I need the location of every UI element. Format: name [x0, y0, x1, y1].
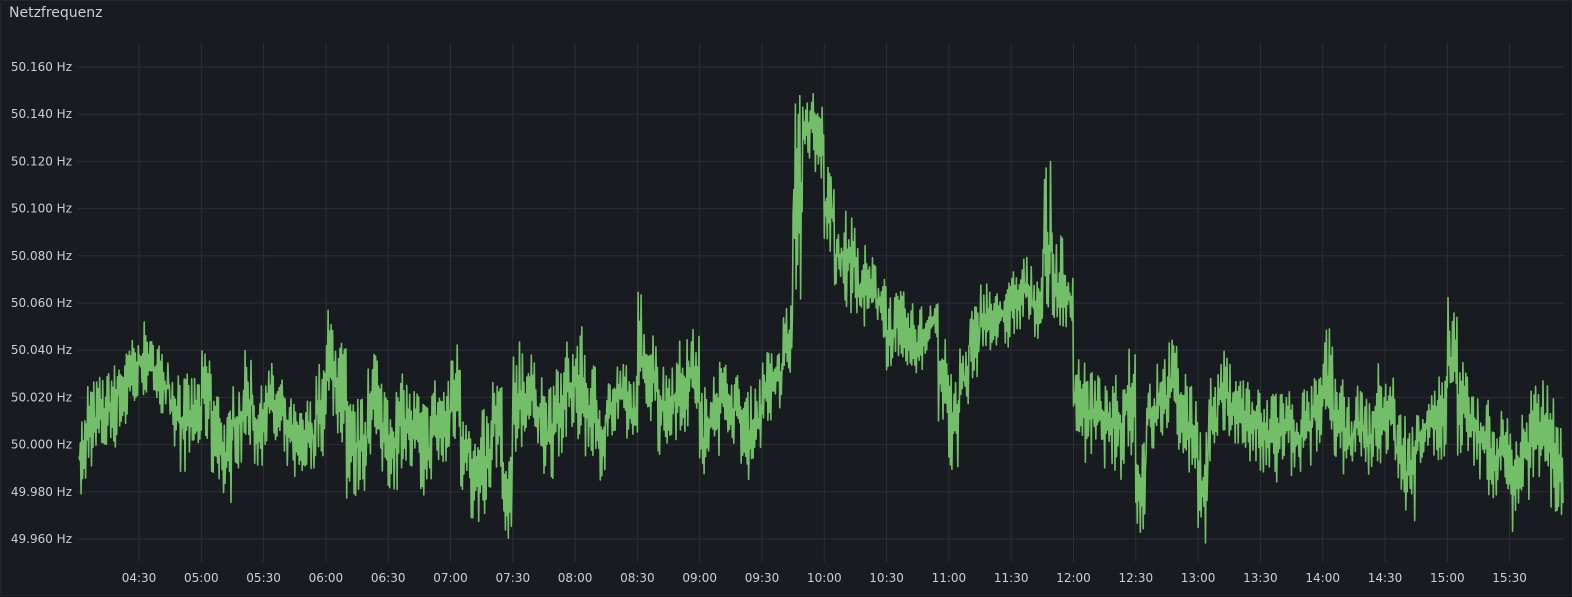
- x-tick-label: 15:00: [1430, 571, 1465, 585]
- x-tick-label: 07:00: [433, 571, 468, 585]
- series-line[interactable]: [78, 92, 1564, 544]
- y-tick-label: 50.100 Hz: [11, 202, 72, 216]
- x-tick-label: 05:30: [246, 571, 281, 585]
- panel-title[interactable]: Netzfrequenz: [9, 5, 103, 21]
- x-tick-label: 10:00: [807, 571, 842, 585]
- y-tick-label: 49.980 Hz: [11, 485, 72, 499]
- x-tick-label: 04:30: [122, 571, 157, 585]
- y-tick-label: 50.160 Hz: [11, 60, 72, 74]
- x-tick-label: 14:30: [1368, 571, 1403, 585]
- x-tick-label: 14:00: [1305, 571, 1340, 585]
- plot-area: [78, 92, 1564, 544]
- y-tick-label: 50.060 Hz: [11, 296, 72, 310]
- x-tick-label: 11:00: [932, 571, 967, 585]
- x-tick-label: 11:30: [994, 571, 1029, 585]
- y-tick-label: 50.000 Hz: [11, 438, 72, 452]
- x-tick-label: 15:30: [1492, 571, 1527, 585]
- x-tick-label: 09:00: [682, 571, 717, 585]
- x-tick-label: 13:30: [1243, 571, 1278, 585]
- x-tick-label: 07:30: [496, 571, 531, 585]
- x-tick-label: 12:00: [1056, 571, 1091, 585]
- y-tick-label: 49.960 Hz: [11, 532, 72, 546]
- y-axis: 50.160 Hz 50.140 Hz 50.120 Hz 50.100 Hz 50.0…: [11, 60, 72, 546]
- y-tick-label: 50.040 Hz: [11, 343, 72, 357]
- x-tick-label: 12:30: [1119, 571, 1154, 585]
- x-tick-label: 09:30: [745, 571, 780, 585]
- y-tick-label: 50.020 Hz: [11, 390, 72, 404]
- x-tick-label: 13:00: [1181, 571, 1216, 585]
- x-axis: 04:30 05:00 05:30 06:00 06:30 07:00 07:30 08:00…: [122, 571, 1527, 585]
- x-tick-label: 05:00: [184, 571, 219, 585]
- y-tick-label: 50.140 Hz: [11, 107, 72, 121]
- y-tick-label: 50.120 Hz: [11, 154, 72, 168]
- y-tick-label: 50.080 Hz: [11, 249, 72, 263]
- x-tick-label: 06:30: [371, 571, 406, 585]
- x-tick-label: 08:00: [558, 571, 593, 585]
- x-tick-label: 06:00: [309, 571, 344, 585]
- x-tick-label: 08:30: [620, 571, 655, 585]
- x-tick-label: 10:30: [869, 571, 904, 585]
